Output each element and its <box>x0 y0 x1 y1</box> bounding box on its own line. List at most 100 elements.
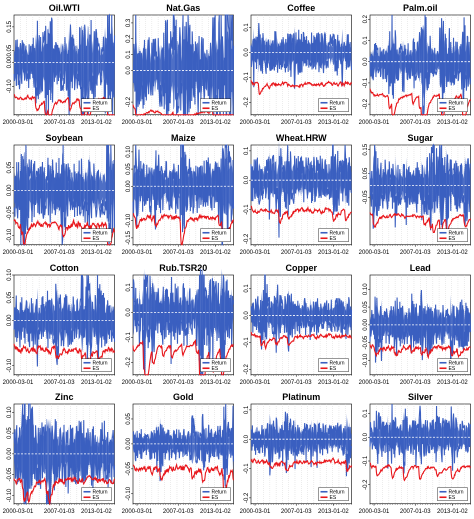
x-tick-label: 2000-03-01 <box>3 509 34 515</box>
panel-title: Sugar <box>407 133 433 143</box>
series-es-line <box>368 343 471 359</box>
x-tick-label: 2007-01-03 <box>44 250 75 256</box>
panel-rub-tsr20: Rub.TSR20 -0.2 -0.1 0.0 0.1 2000-03-01 2007-01… <box>121 263 234 385</box>
x-tick-label: 2000-03-01 <box>358 250 389 256</box>
x-tick-label: 2013-01-02 <box>200 120 231 126</box>
y-tick-label: -0.1 <box>244 72 250 83</box>
x-tick-label: 2013-01-02 <box>200 379 231 385</box>
panel-platinum: Platinum -0.2 -0.1 0.0 0.1 2000-03-01 2007-01-… <box>240 392 353 515</box>
legend-label: Return <box>211 490 226 496</box>
y-tick-label: -0.1 <box>244 203 250 214</box>
x-tick-label: 2007-01-03 <box>281 509 312 515</box>
x-tick-label: 2007-01-03 <box>281 379 312 385</box>
x-tick-label: 2007-01-03 <box>44 379 75 385</box>
x-tick-label: 2000-03-01 <box>240 509 271 515</box>
x-tick-label: 2013-01-02 <box>200 509 231 515</box>
panel-title: Nat.Gas <box>166 3 200 13</box>
x-tick-label: 2000-03-01 <box>121 379 152 385</box>
legend-label: Return <box>93 360 108 366</box>
y-tick-label: 0.0 <box>363 433 369 442</box>
y-tick-label: 0.0 <box>126 307 132 316</box>
y-tick-label: 0.1 <box>244 146 250 155</box>
legend-label: ES <box>330 365 337 371</box>
legend-label: ES <box>93 495 100 501</box>
x-tick-label: 2000-03-01 <box>121 509 152 515</box>
panel-gold: Gold -0.10 -0.05 0.00 0.05 2000-03-01 2007-01-… <box>121 392 234 515</box>
x-tick-label: 2000-03-01 <box>3 250 34 256</box>
y-tick-label: 0.15 <box>7 20 13 32</box>
x-tick-label: 2013-01-02 <box>318 250 349 256</box>
x-tick-label: 2007-01-03 <box>162 250 193 256</box>
legend-label: Return <box>330 100 345 106</box>
x-tick-label: 2013-01-02 <box>81 250 112 256</box>
series-return-line <box>250 273 353 353</box>
y-tick-label: 0.0 <box>244 435 250 444</box>
series-es-line <box>250 80 352 96</box>
x-tick-label: 2000-03-01 <box>121 250 152 256</box>
y-tick-label: -0.10 <box>126 487 132 501</box>
y-tick-label: -0.10 <box>7 488 13 502</box>
panel-title: Gold <box>173 392 194 402</box>
legend-label: Return <box>211 100 226 106</box>
y-tick-label: -0.1 <box>244 463 250 474</box>
y-tick-label: 0.2 <box>126 34 132 43</box>
panel-title: Lead <box>409 263 430 273</box>
y-tick-label: 0.05 <box>7 161 13 173</box>
panel-title: Cotton <box>50 263 79 273</box>
panel-title: Maize <box>170 133 195 143</box>
y-tick-label: 0.1 <box>126 282 132 291</box>
y-tick-label: 0.1 <box>126 50 132 59</box>
x-tick-label: 2007-01-03 <box>399 509 430 515</box>
y-tick-label: -0.05 <box>126 462 132 476</box>
legend-label: ES <box>448 365 455 371</box>
y-tick-label: -0.05 <box>363 190 369 204</box>
y-tick-label: -0.2 <box>244 233 250 244</box>
y-tick-label: 0.1 <box>244 283 250 292</box>
y-tick-label: 0.00 <box>126 180 132 192</box>
y-tick-label: -0.2 <box>363 479 369 490</box>
y-tick-label: -0.1 <box>363 77 369 88</box>
panel-title: Platinum <box>282 392 320 402</box>
legend-label: ES <box>93 106 100 112</box>
series-es-line <box>250 457 353 473</box>
y-tick-label: 0.3 <box>126 18 132 27</box>
legend-label: Return <box>93 490 108 496</box>
legend-label: Return <box>330 490 345 496</box>
x-tick-label: 2007-01-03 <box>399 379 430 385</box>
legend-label: ES <box>330 495 337 501</box>
y-tick-label: -0.05 <box>7 467 13 481</box>
panel-title: Rub.TSR20 <box>159 263 207 273</box>
y-tick-label: 0.05 <box>7 44 13 56</box>
y-tick-label: -0.2 <box>244 363 250 374</box>
y-tick-label: 0.00 <box>7 56 13 68</box>
y-tick-label: 0.05 <box>126 413 132 425</box>
y-tick-label: -0.10 <box>363 353 369 367</box>
legend-label: ES <box>93 236 100 242</box>
y-tick-label: 0.05 <box>126 162 132 174</box>
y-tick-label: -0.10 <box>7 79 13 93</box>
legend-label: ES <box>330 236 337 242</box>
y-tick-label: -0.2 <box>126 356 132 367</box>
series-es-line <box>131 104 233 116</box>
y-tick-label: 0.05 <box>363 300 369 312</box>
legend-label: ES <box>211 236 218 242</box>
series-es-line <box>250 205 352 224</box>
y-tick-label: -0.2 <box>126 96 132 107</box>
legend-label: Return <box>93 230 108 236</box>
y-tick-label: 0.00 <box>7 313 13 325</box>
y-tick-label: -0.05 <box>7 205 13 219</box>
y-tick-label: -0.10 <box>126 213 132 227</box>
legend-label: Return <box>330 230 345 236</box>
y-tick-label: 0.10 <box>363 282 369 294</box>
y-tick-label: 0.1 <box>363 36 369 45</box>
series-es-line <box>132 212 234 246</box>
y-tick-label: -0.1 <box>126 331 132 342</box>
legend-label: Return <box>93 100 108 106</box>
x-tick-label: 2013-01-02 <box>81 379 112 385</box>
panel-soybean: Soybean -0.10 -0.05 0.00 0.05 2000-03-01 2007-… <box>3 133 116 256</box>
